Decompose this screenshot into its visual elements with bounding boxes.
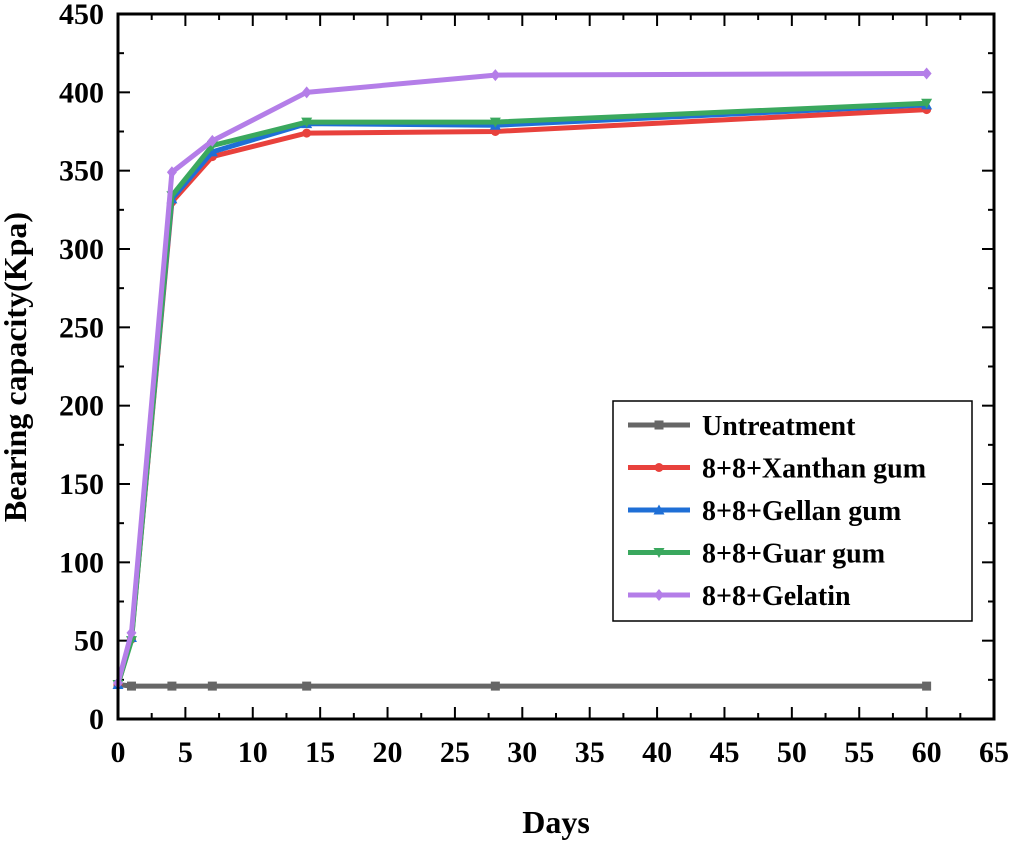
legend-marker xyxy=(654,463,664,472)
legend-label: Untreatment xyxy=(702,411,856,442)
data-point xyxy=(302,681,312,691)
series-0 xyxy=(113,680,932,691)
data-point xyxy=(207,681,217,691)
y-tick-label: 450 xyxy=(59,0,104,31)
x-tick-label: 20 xyxy=(373,736,403,769)
x-tick-label: 5 xyxy=(178,736,193,769)
data-point xyxy=(207,134,218,147)
data-point xyxy=(489,117,501,128)
y-tick-label: 50 xyxy=(74,625,104,658)
x-tick-label: 30 xyxy=(507,736,537,769)
data-point xyxy=(302,128,312,138)
legend-label: 8+8+Guar gum xyxy=(702,539,885,570)
y-tick-label: 0 xyxy=(89,703,104,736)
tick-labels: 0 5 10 15 20 25 30 35 40 45 50 55 60 65 0 50 100 150 200 25… xyxy=(59,0,1009,769)
data-point xyxy=(206,146,218,157)
y-tick-label: 400 xyxy=(59,76,104,109)
plot-frame xyxy=(116,12,996,721)
series-4 xyxy=(113,67,932,689)
x-tick-label: 60 xyxy=(912,736,942,769)
y-axis-title: Bearing capacity(Kpa) xyxy=(0,212,33,522)
x-tick-label: 55 xyxy=(844,736,874,769)
x-tick-label: 65 xyxy=(979,736,1009,769)
data-point xyxy=(490,69,501,82)
x-tick-label: 45 xyxy=(709,736,739,769)
series-line xyxy=(115,682,930,689)
legend-label: 8+8+Xanthan gum xyxy=(702,454,926,485)
x-tick-label: 10 xyxy=(238,736,268,769)
data-point xyxy=(301,86,312,99)
x-tick-label: 50 xyxy=(777,736,807,769)
data-point xyxy=(167,681,177,691)
y-tick-label: 100 xyxy=(59,546,104,579)
data-point xyxy=(301,117,313,128)
data-point xyxy=(126,681,136,691)
series-layer xyxy=(112,67,933,691)
data-point xyxy=(126,626,137,639)
legend-item: 8+8+Gellan gum xyxy=(628,496,901,527)
data-point xyxy=(490,681,500,691)
y-tick-label: 300 xyxy=(59,233,104,266)
legend-item: 8+8+Guar gum xyxy=(628,539,885,570)
x-axis-title: Days xyxy=(522,804,590,840)
y-tick-label: 250 xyxy=(59,311,104,344)
legend-marker xyxy=(653,548,665,558)
legend-marker xyxy=(654,589,664,601)
x-tick-label: 0 xyxy=(111,736,126,769)
data-point xyxy=(921,67,932,80)
x-tick-label: 25 xyxy=(440,736,470,769)
y-tick-label: 350 xyxy=(59,155,104,188)
legend-label: 8+8+Gellan gum xyxy=(702,496,901,527)
legend-marker xyxy=(654,420,664,430)
legend: Untreatment 8+8+Xanthan gum 8+8+Gellan gum… xyxy=(612,400,973,622)
legend-label: 8+8+Gelatin xyxy=(702,581,851,612)
x-tick-label: 15 xyxy=(305,736,335,769)
x-tick-label: 40 xyxy=(642,736,672,769)
legend-item: 8+8+Xanthan gum xyxy=(628,454,926,485)
data-point xyxy=(921,98,933,109)
y-tick-label: 200 xyxy=(59,390,104,423)
legend-item: 8+8+Gelatin xyxy=(628,581,851,612)
legend-item: Untreatment xyxy=(628,411,856,442)
y-tick-label: 150 xyxy=(59,468,104,501)
legend-marker xyxy=(653,504,665,515)
data-point xyxy=(922,681,932,691)
x-tick-label: 35 xyxy=(575,736,605,769)
data-point xyxy=(166,166,177,179)
